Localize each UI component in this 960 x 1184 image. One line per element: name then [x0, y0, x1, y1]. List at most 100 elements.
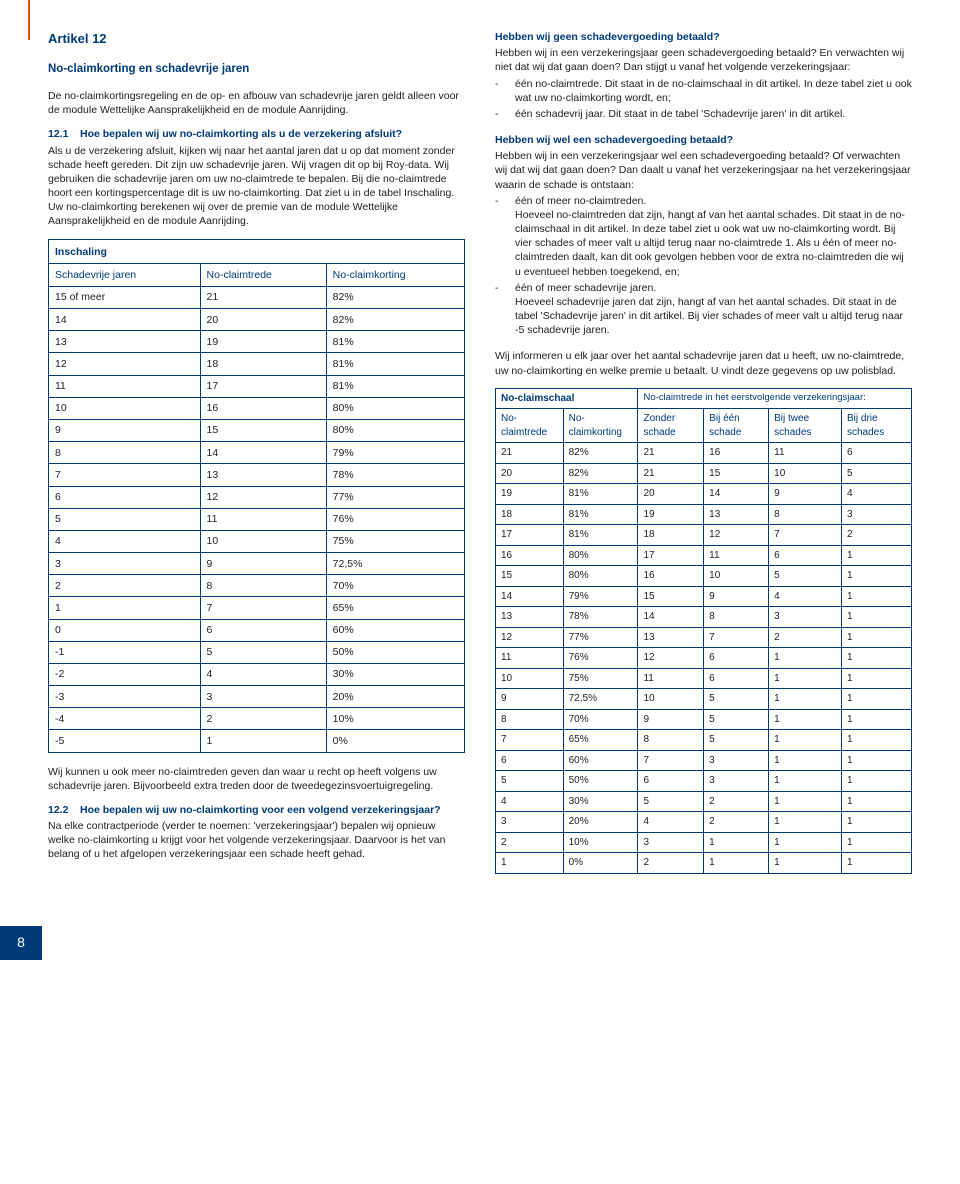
table-cell: 60%: [563, 750, 638, 771]
table-cell: 77%: [563, 627, 638, 648]
table-cell: 1: [842, 730, 912, 751]
q1-heading: Hebben wij geen schadevergoeding betaald…: [495, 30, 912, 44]
q2-heading: Hebben wij wel een schadevergoeding beta…: [495, 133, 912, 147]
table-cell: 72,5%: [563, 689, 638, 710]
table-cell: 10: [704, 566, 769, 587]
table-row: 1981%201494: [496, 484, 912, 505]
table-cell: 7: [638, 750, 704, 771]
table-cell: 20: [200, 309, 326, 331]
table-cell: 12: [49, 353, 201, 375]
table-cell: 5: [704, 689, 769, 710]
table-cell: 14: [496, 586, 564, 607]
table-cell: 21: [638, 463, 704, 484]
table-cell: 15: [638, 586, 704, 607]
table-row: 41075%: [49, 530, 465, 552]
table-cell: 0: [49, 619, 201, 641]
table-row: 1881%191383: [496, 504, 912, 525]
table-cell: 80%: [326, 397, 464, 419]
table-cell: 13: [638, 627, 704, 648]
table-cell: 16: [704, 443, 769, 464]
list-item-text: één no-claimtrede. Dit staat in de no-cl…: [515, 77, 912, 105]
table-row: 61277%: [49, 486, 465, 508]
table-cell: 1: [842, 750, 912, 771]
table-cell: 3: [842, 504, 912, 525]
table-row: 15 of meer2182%: [49, 286, 465, 308]
table-row: 1378%14831: [496, 607, 912, 628]
table-cell: 9: [704, 586, 769, 607]
table-cell: 5: [842, 463, 912, 484]
table-cell: 76%: [563, 648, 638, 669]
section-12-2-heading: 12.2 Hoe bepalen wij uw no-claimkorting …: [48, 803, 465, 817]
table-cell: 2: [769, 627, 842, 648]
table-cell: 17: [200, 375, 326, 397]
table-row: 101680%: [49, 397, 465, 419]
table-row: 10%2111: [496, 853, 912, 874]
table-cell: 76%: [326, 508, 464, 530]
table-cell: 17: [496, 525, 564, 546]
list-item: -één no-claimtrede. Dit staat in de no-c…: [495, 77, 912, 105]
table-cell: 6: [769, 545, 842, 566]
table-cell: 10: [200, 530, 326, 552]
col-header: No-claimtrede: [496, 409, 564, 443]
table-cell: 70%: [563, 709, 638, 730]
table-cell: 1: [769, 853, 842, 874]
table-row: 2082%2115105: [496, 463, 912, 484]
table-cell: 11: [638, 668, 704, 689]
table-row: 320%4211: [496, 812, 912, 833]
table-cell: 18: [496, 504, 564, 525]
table-cell: 50%: [563, 771, 638, 792]
table-row: -3320%: [49, 686, 465, 708]
col-header: No-claimkorting: [326, 263, 464, 286]
q2-body: Hebben wij in een verzekeringsjaar wel e…: [495, 149, 912, 192]
table-cell: 3: [49, 553, 201, 575]
article-title: Artikel 12: [48, 30, 465, 48]
table-cell: 82%: [326, 309, 464, 331]
table-cell: -2: [49, 663, 201, 685]
table-cell: 1: [769, 709, 842, 730]
table-row: 1765%: [49, 597, 465, 619]
table-cell: 14: [704, 484, 769, 505]
q1-body: Hebben wij in een verzekeringsjaar geen …: [495, 46, 912, 74]
table-cell: 12: [200, 486, 326, 508]
table-cell: 1: [842, 709, 912, 730]
table-cell: 0%: [563, 853, 638, 874]
noclaimschaal-table: No-claimschaal No-claimtrede in het eers…: [495, 388, 912, 874]
table-cell: 2: [200, 708, 326, 730]
table-row: 1781%181272: [496, 525, 912, 546]
table-cell: 82%: [326, 286, 464, 308]
col-header: Zonder schade: [638, 409, 704, 443]
section-12-1-heading: 12.1 Hoe bepalen wij uw no-claimkorting …: [48, 127, 465, 141]
section-title: Hoe bepalen wij uw no-claimkorting voor …: [80, 803, 465, 817]
table-cell: 1: [842, 791, 912, 812]
table-cell: 4: [638, 812, 704, 833]
table-cell: 5: [769, 566, 842, 587]
q1-list: -één no-claimtrede. Dit staat in de no-c…: [495, 77, 912, 122]
table-cell: 72,5%: [326, 553, 464, 575]
table-row: 1176%12611: [496, 648, 912, 669]
table-cell: 21: [638, 443, 704, 464]
table-cell: 15: [704, 463, 769, 484]
table-cell: 12: [704, 525, 769, 546]
table-cell: 17: [638, 545, 704, 566]
table-cell: -1: [49, 641, 201, 663]
table-cell: 6: [842, 443, 912, 464]
table-row: 430%5211: [496, 791, 912, 812]
table-row: -2430%: [49, 663, 465, 685]
table-cell: 6: [496, 750, 564, 771]
col-header: Bij drie schades: [842, 409, 912, 443]
table-cell: 78%: [563, 607, 638, 628]
table-row: 870%9511: [496, 709, 912, 730]
table-cell: -4: [49, 708, 201, 730]
table-row: 550%6311: [496, 771, 912, 792]
list-item-text: één of meer schadevrije jaren. Hoeveel s…: [515, 281, 912, 338]
table-cell: 9: [49, 419, 201, 441]
table-cell: 1: [842, 627, 912, 648]
table-cell: 19: [200, 331, 326, 353]
table-cell: 3: [769, 607, 842, 628]
table-cell: 80%: [326, 419, 464, 441]
table-cell: 1: [842, 771, 912, 792]
table-cell: 15: [200, 419, 326, 441]
table-cell: 9: [638, 709, 704, 730]
table-cell: 1: [842, 832, 912, 853]
table-cell: 1: [769, 668, 842, 689]
